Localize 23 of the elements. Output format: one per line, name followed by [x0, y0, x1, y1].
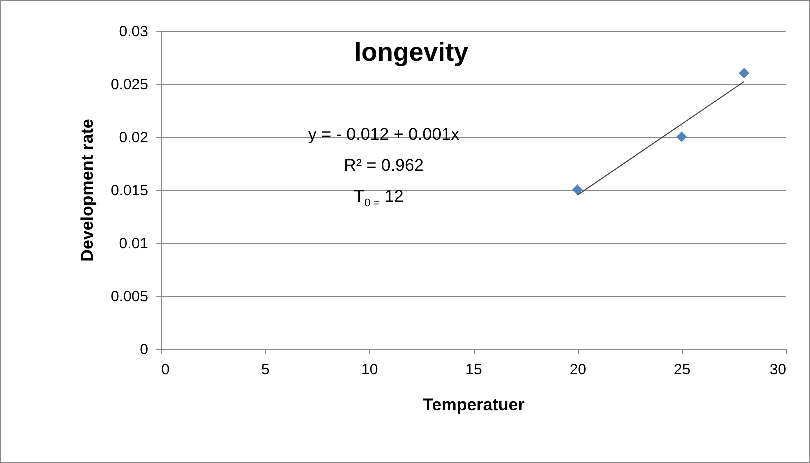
x-tick-label: 0 — [162, 362, 170, 378]
y-tick-label: 0.01 — [119, 236, 148, 252]
y-tick-label: 0 — [140, 342, 148, 358]
y-tick-label: 0.03 — [119, 24, 148, 40]
x-axis-title: Temperatuer — [423, 396, 526, 414]
point — [739, 68, 750, 79]
annotation: T$_{0 =}$ 12 — [354, 187, 404, 210]
y-tick-label: 0.025 — [110, 76, 148, 94]
x-tick-label: 15 — [466, 362, 482, 378]
x-tick-label: 30 — [770, 362, 786, 378]
x-tick-label: 5 — [261, 362, 270, 378]
y-tick-label: 0.02 — [119, 130, 148, 146]
point — [676, 132, 688, 142]
y-axis-title: Development rate — [78, 119, 97, 262]
annotation: R² = 0.962 — [344, 156, 424, 176]
chart-title: longevity — [354, 37, 470, 67]
x-tick-label: 10 — [361, 362, 378, 378]
y-tick-label: 0.005 — [110, 288, 148, 306]
x-tick-label: 20 — [570, 362, 587, 378]
annotation: y = - 0.012 + 0.001x — [308, 125, 460, 145]
y-tick-label: 0.015 — [110, 182, 148, 200]
x-tick-label: 25 — [674, 362, 691, 378]
point — [572, 184, 583, 196]
